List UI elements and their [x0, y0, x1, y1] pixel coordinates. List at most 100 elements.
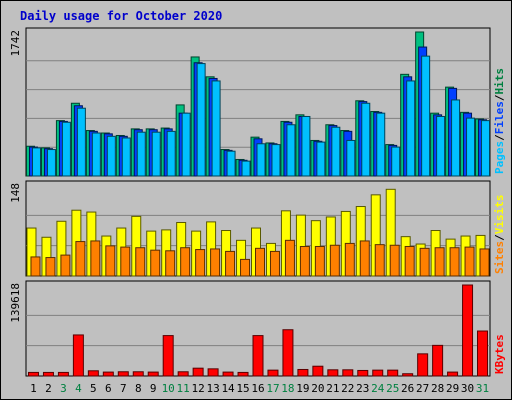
middle-bar-sites	[434, 247, 445, 277]
top-bar-pages	[481, 120, 491, 177]
x-axis-labels: 1 2 3 4 5 6 7 8 9 10 11 12 13 14 15 16 17 18 19 20 21 22 23 24 2…	[30, 382, 489, 395]
x-tick-label: 15	[236, 382, 249, 395]
middle-bar-sites	[389, 244, 400, 277]
bottom-bar-kbytes	[237, 371, 249, 377]
middle-legend-part: /	[493, 234, 506, 241]
x-tick-label: 6	[105, 382, 112, 395]
top-legend-part: Pages	[493, 141, 506, 174]
middle-panel: 148 Sites/Visits	[9, 180, 506, 277]
bottom-bar-kbytes	[252, 335, 264, 377]
top-bar-pages	[226, 150, 236, 177]
middle-bar-sites	[255, 247, 265, 277]
middle-bar-sites	[479, 248, 490, 277]
bottom-legend-part: KBytes	[493, 334, 506, 374]
top-bar-pages	[211, 80, 221, 177]
top-bar-pages	[451, 99, 461, 177]
top-bar-pages	[106, 135, 116, 177]
middle-bar-sites	[30, 256, 41, 277]
middle-bar-sites	[284, 239, 295, 277]
bottom-bar-kbytes	[387, 369, 399, 377]
x-tick-label: 27	[416, 382, 429, 395]
x-tick-label: 4	[75, 382, 82, 395]
top-legend-part: Hits	[493, 68, 506, 95]
middle-bar-sites	[195, 249, 206, 277]
top-bar-pages	[301, 115, 311, 177]
x-tick-label: 7	[120, 382, 127, 395]
chart-panels: 1742Pages/Files/Hits148Sites/Visits13961…	[9, 27, 506, 377]
x-tick-label: 14	[221, 382, 235, 395]
bottom-bar-kbytes	[327, 369, 339, 377]
top-legend-part: /	[493, 134, 506, 141]
top-bar-pages	[466, 117, 476, 177]
bottom-bar-kbytes	[432, 344, 444, 377]
x-tick-label: 18	[281, 382, 294, 395]
x-tick-label: 29	[446, 382, 459, 395]
x-tick-label: 23	[356, 382, 369, 395]
middle-bar-sites	[344, 242, 355, 277]
middle-bar-sites	[269, 250, 280, 277]
x-tick-label: 5	[90, 382, 97, 395]
bottom-bar-kbytes	[192, 367, 204, 377]
top-legend-part: /	[493, 94, 506, 101]
top-bar-pages	[436, 115, 446, 177]
bottom-panel: 139618 KBytes	[9, 280, 506, 377]
x-tick-label: 9	[150, 382, 157, 395]
bottom-bar-kbytes	[177, 371, 189, 377]
middle-bar-sites	[210, 248, 221, 277]
top-bar-pages	[151, 131, 161, 177]
bottom-bar-kbytes	[417, 353, 429, 377]
top-bar-pages	[76, 107, 86, 177]
x-tick-label: 24	[371, 382, 385, 395]
top-bar-pages	[331, 126, 341, 177]
bottom-bar-kbytes	[42, 371, 54, 377]
middle-bar-sites	[225, 250, 236, 277]
x-tick-label: 13	[206, 382, 219, 395]
bottom-bar-kbytes	[372, 369, 384, 377]
middle-bar-sites	[180, 247, 191, 277]
x-tick-label: 26	[401, 382, 414, 395]
middle-bar-sites	[105, 245, 116, 277]
x-tick-label: 11	[177, 382, 190, 395]
top-legend-label: Pages/Files/Hits	[493, 68, 506, 174]
bottom-bar-kbytes	[102, 371, 114, 377]
top-panel: 1742 Pages/Files/Hits	[9, 27, 506, 177]
x-tick-label: 19	[296, 382, 309, 395]
top-bar-pages	[166, 130, 176, 177]
top-bar-pages	[121, 137, 131, 177]
bottom-bar-kbytes	[342, 369, 354, 377]
bottom-bar-kbytes	[297, 368, 309, 377]
middle-bar-sites	[404, 245, 415, 277]
bottom-bar-kbytes	[162, 335, 174, 377]
top-bar-pages	[361, 102, 371, 177]
top-bar-pages	[181, 112, 191, 177]
bottom-bar-kbytes	[447, 371, 459, 377]
middle-bar-sites	[329, 244, 340, 277]
middle-bar-sites	[120, 246, 131, 277]
x-tick-label: 30	[461, 382, 474, 395]
x-tick-label: 22	[341, 382, 354, 395]
middle-bar-sites	[464, 246, 475, 277]
bottom-bar-kbytes	[72, 334, 84, 377]
bottom-legend-label: KBytes	[493, 334, 506, 374]
x-tick-label: 20	[311, 382, 324, 395]
bottom-bar-kbytes	[312, 365, 324, 377]
bottom-max-label: 139618	[9, 283, 22, 323]
top-bar-pages	[391, 146, 401, 177]
middle-bar-sites	[449, 247, 460, 277]
middle-bar-sites	[150, 249, 161, 277]
top-bar-pages	[316, 141, 326, 177]
bottom-bar-kbytes	[147, 371, 159, 377]
bottom-bar-kbytes	[402, 373, 414, 377]
x-tick-label: 3	[60, 382, 67, 395]
middle-legend-part: Sites	[493, 241, 506, 274]
middle-bar-sites	[314, 245, 325, 277]
top-bar-pages	[31, 147, 41, 177]
bottom-bar-kbytes	[27, 371, 39, 377]
middle-bar-sites	[135, 247, 146, 277]
middle-bar-sites	[240, 258, 251, 277]
x-tick-label: 16	[251, 382, 264, 395]
middle-bar-sites	[75, 241, 86, 277]
top-bar-pages	[376, 112, 386, 177]
top-max-label: 1742	[9, 30, 22, 57]
